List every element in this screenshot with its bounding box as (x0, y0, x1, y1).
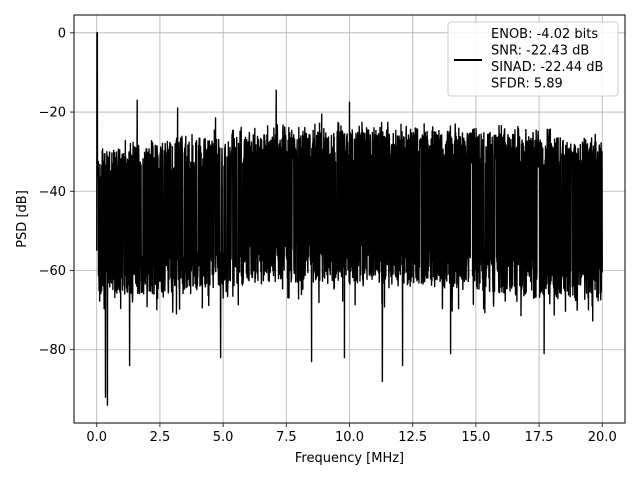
y-tick-label: 0 (58, 26, 66, 41)
x-tick-label: 5.0 (213, 430, 234, 445)
x-tick-label: 17.5 (525, 430, 554, 445)
y-axis-label: PSD [dB] (15, 190, 30, 248)
x-tick-label: 2.5 (150, 430, 171, 445)
x-tick-label: 15.0 (461, 430, 490, 445)
x-axis-label: Frequency [MHz] (295, 451, 404, 466)
x-tick-label: 7.5 (276, 430, 297, 445)
legend: ENOB: -4.02 bits SNR: -22.43 dB SINAD: -22… (447, 21, 619, 97)
x-tick-label: 0.0 (86, 430, 107, 445)
x-tick-label: 20.0 (588, 430, 617, 445)
legend-entry: ENOB: -4.02 bits SNR: -22.43 dB SINAD: -22… (491, 27, 603, 92)
x-tick-label: 12.5 (398, 430, 427, 445)
y-tick-label: −20 (39, 106, 66, 121)
x-tick-label: 10.0 (335, 430, 364, 445)
y-tick-label: −40 (39, 185, 66, 200)
axis-ticks: 0.0 2.5 5.0 7.5 10.0 12.5 15.0 17.5 20.0 0 −20 −40 −… (39, 26, 617, 445)
psd-series (96, 32, 603, 406)
y-tick-label: −80 (39, 343, 66, 358)
y-tick-label: −60 (39, 264, 66, 279)
legend-box (447, 21, 619, 97)
